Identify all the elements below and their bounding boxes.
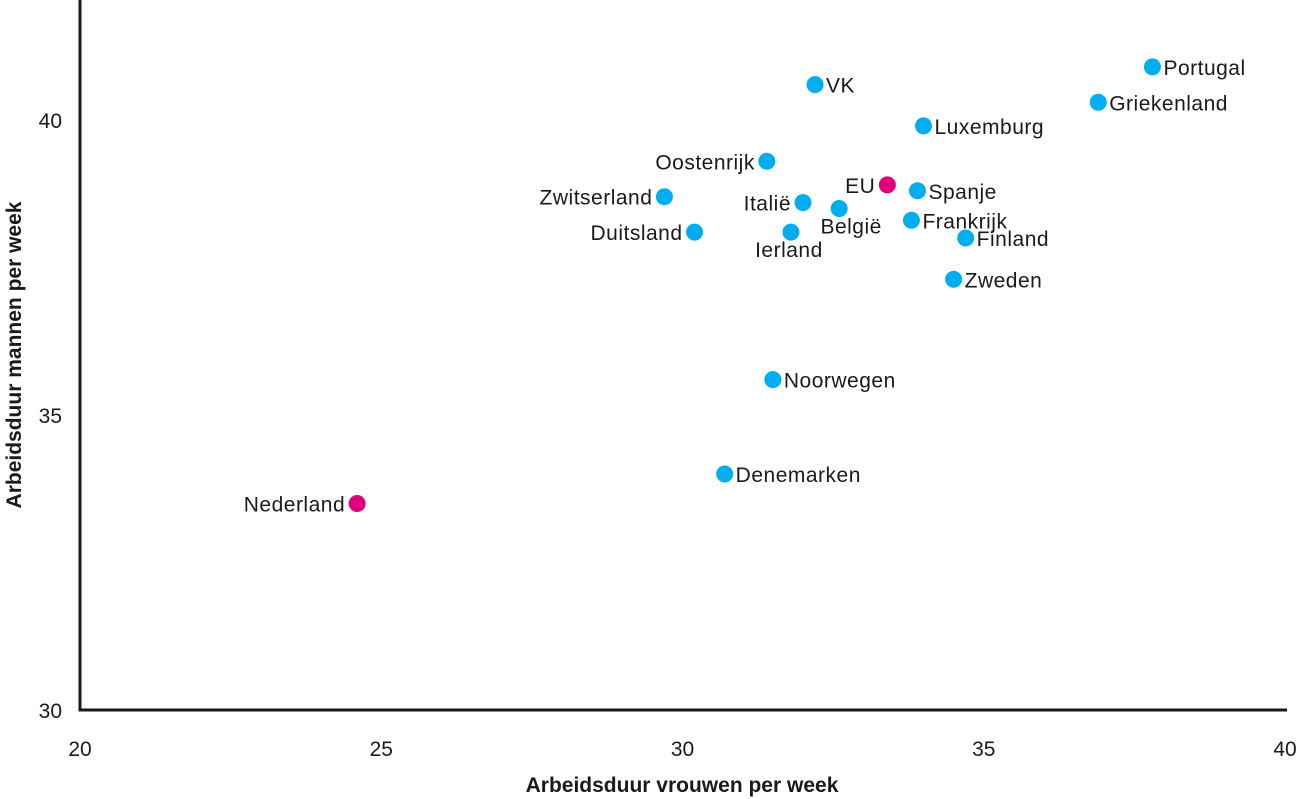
data-point-label: Zwitserland [540,187,653,210]
data-point [1089,93,1107,111]
data-point-group: Luxemburg [915,116,1044,139]
y-tick-labels: 30 35 40 [39,110,62,723]
data-point [957,229,975,247]
data-point-label: Zweden [965,269,1043,292]
data-point-group: Duitsland [590,222,704,245]
data-point [716,465,734,483]
data-point-label: Noorwegen [784,370,896,393]
y-tick-label: 40 [39,110,62,133]
data-point-group: Ierland [755,223,823,262]
data-point-group: Oostenrijk [655,151,776,174]
y-axis-title: Arbeidsduur mannen per week [3,201,26,508]
y-tick-label: 30 [39,700,62,723]
data-point-group: Spanje [908,181,996,204]
data-point [908,182,926,200]
x-tick-label: 30 [671,738,694,761]
data-point-label: Griekenland [1109,92,1228,115]
data-point-label: Luxemburg [935,116,1045,139]
data-point [794,194,812,212]
data-point-label: Ierland [755,239,823,262]
x-axis-title: Arbeidsduur vrouwen per week [526,774,839,797]
data-point-label: Denemarken [736,464,861,487]
data-point [878,176,896,194]
data-point [686,223,704,241]
data-point-group: Zweden [945,269,1042,292]
data-point [655,188,673,206]
data-point [758,152,776,170]
data-point [764,371,782,389]
data-point-group: Noorwegen [764,370,895,393]
data-point-group: Italië [744,193,812,216]
data-points: Portugal Griekenland VK Luxemburg Oostenrijk… [244,57,1245,517]
data-point-label: VK [826,75,855,98]
data-point-group: België [820,200,881,239]
data-point-group: Zwitserland [540,187,673,210]
x-tick-label: 40 [1273,738,1296,761]
data-point-label: België [820,216,881,239]
data-point [348,495,366,512]
data-point-group: EU [845,175,896,198]
data-point [1143,58,1161,76]
data-point-label: Portugal [1163,57,1245,80]
data-point-group: Griekenland [1089,92,1228,115]
data-point [945,270,963,288]
data-point [782,223,800,241]
data-point-label: Duitsland [590,222,682,245]
y-tick-label: 35 [39,405,62,428]
data-point-label: Finland [977,228,1049,251]
data-point-label: Frankrijk [922,210,1007,233]
data-point-group: Frankrijk [902,210,1007,233]
x-tick-label: 25 [370,738,393,761]
data-point-group: Portugal [1143,57,1245,80]
data-point [915,117,932,135]
data-point-label: Italië [744,193,791,216]
data-point-label: EU [845,175,875,198]
data-point-label: Oostenrijk [655,151,755,174]
x-tick-label: 20 [68,738,91,761]
data-point [902,211,920,229]
x-tick-label: 35 [972,738,995,761]
axes [78,0,1287,712]
data-point-label: Spanje [928,181,996,204]
data-point [830,200,848,217]
data-point-group: Denemarken [716,464,861,487]
data-point-group: VK [806,75,855,98]
data-point-group: Finland [957,228,1049,251]
data-point-group: Nederland [244,494,366,517]
data-point [806,76,824,94]
x-tick-labels: 20 25 30 35 40 [68,738,1296,761]
data-point-label: Nederland [244,494,345,517]
